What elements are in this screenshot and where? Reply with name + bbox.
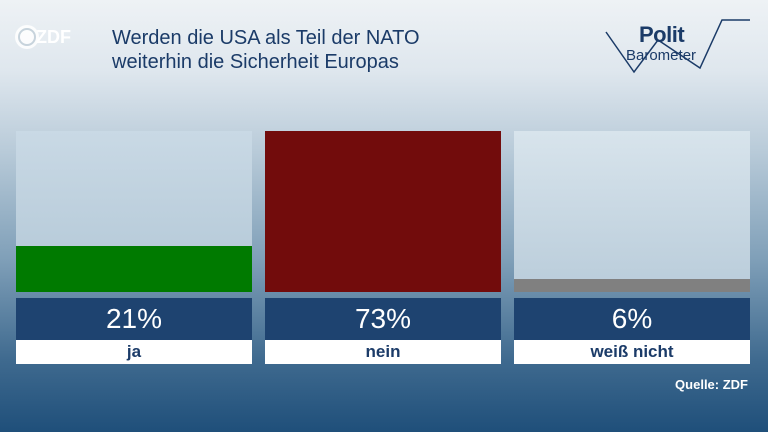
zdf-logo-text: ZDF [36,27,71,47]
bar-value-label: 6% [514,298,750,340]
bar [514,279,750,292]
bar-column: 6% weiß nicht [514,131,750,364]
category-label: weiß nicht [514,340,750,364]
bar-column: 21% ja [16,131,252,364]
title-line-1: Werden die USA als Teil der NATO [112,27,420,49]
chart-title: Werden die USA als Teil der NATO weiterh… [112,26,552,74]
bar-column: 73% nein [265,131,501,364]
bar-track [265,131,501,292]
bar-value-label: 73% [265,298,501,340]
brand-polit: Polit [639,22,685,47]
category-label: nein [265,340,501,364]
category-label: ja [16,340,252,364]
politbarometer-zigzag-icon [605,19,750,74]
politbarometer-logo: Polit Barometer [604,16,754,78]
bar-track [514,131,750,292]
bar [265,131,501,292]
bar [16,246,252,292]
bar-track [16,131,252,292]
zdf-logo: ZDF [15,25,71,49]
source-note: Quelle: ZDF [675,377,748,392]
brand-barometer: Barometer [626,47,697,64]
title-line-2: weiterhin die Sicherheit Europas [112,51,399,73]
bar-value-label: 21% [16,298,252,340]
